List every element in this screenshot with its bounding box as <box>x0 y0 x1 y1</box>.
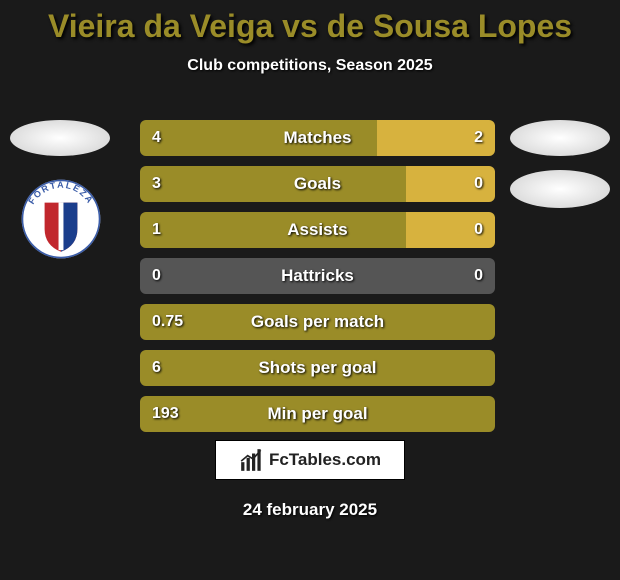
stat-bar-left <box>140 212 406 248</box>
subtitle: Club competitions, Season 2025 <box>0 57 620 75</box>
club-crest-fortaleza: FORTALEZA <box>20 178 102 260</box>
stat-row: 0.75Goals per match <box>140 304 495 340</box>
stat-bar-left <box>140 166 406 202</box>
branding-text: FcTables.com <box>269 450 381 470</box>
stat-value-left: 0.75 <box>152 313 183 331</box>
stat-value-left: 1 <box>152 221 161 239</box>
stat-value-left: 0 <box>152 267 161 285</box>
stat-bar-left <box>140 304 495 340</box>
stat-value-right: 0 <box>474 267 483 285</box>
stat-value-left: 193 <box>152 405 179 423</box>
player-right-badge-blank-2 <box>510 170 610 208</box>
date-text: 24 february 2025 <box>0 500 620 520</box>
chart-icon <box>239 447 265 473</box>
stat-bar-left <box>140 396 495 432</box>
stat-value-right: 2 <box>474 129 483 147</box>
stat-row: 193Min per goal <box>140 396 495 432</box>
stat-bar-left <box>140 350 495 386</box>
stat-bar-left <box>140 120 377 156</box>
stat-value-left: 3 <box>152 175 161 193</box>
stat-row: 30Goals <box>140 166 495 202</box>
stat-value-left: 6 <box>152 359 161 377</box>
stat-bar-neutral <box>140 258 495 294</box>
stat-row: 6Shots per goal <box>140 350 495 386</box>
stat-value-right: 0 <box>474 221 483 239</box>
stat-row: 42Matches <box>140 120 495 156</box>
stat-value-right: 0 <box>474 175 483 193</box>
stat-value-left: 4 <box>152 129 161 147</box>
stat-row: 00Hattricks <box>140 258 495 294</box>
stat-row: 10Assists <box>140 212 495 248</box>
player-right-badge-blank <box>510 120 610 156</box>
branding-box: FcTables.com <box>215 440 405 480</box>
stats-container: 42Matches30Goals10Assists00Hattricks0.75… <box>140 120 495 442</box>
page-title: Vieira da Veiga vs de Sousa Lopes <box>0 0 620 45</box>
player-left-badge-blank <box>10 120 110 156</box>
